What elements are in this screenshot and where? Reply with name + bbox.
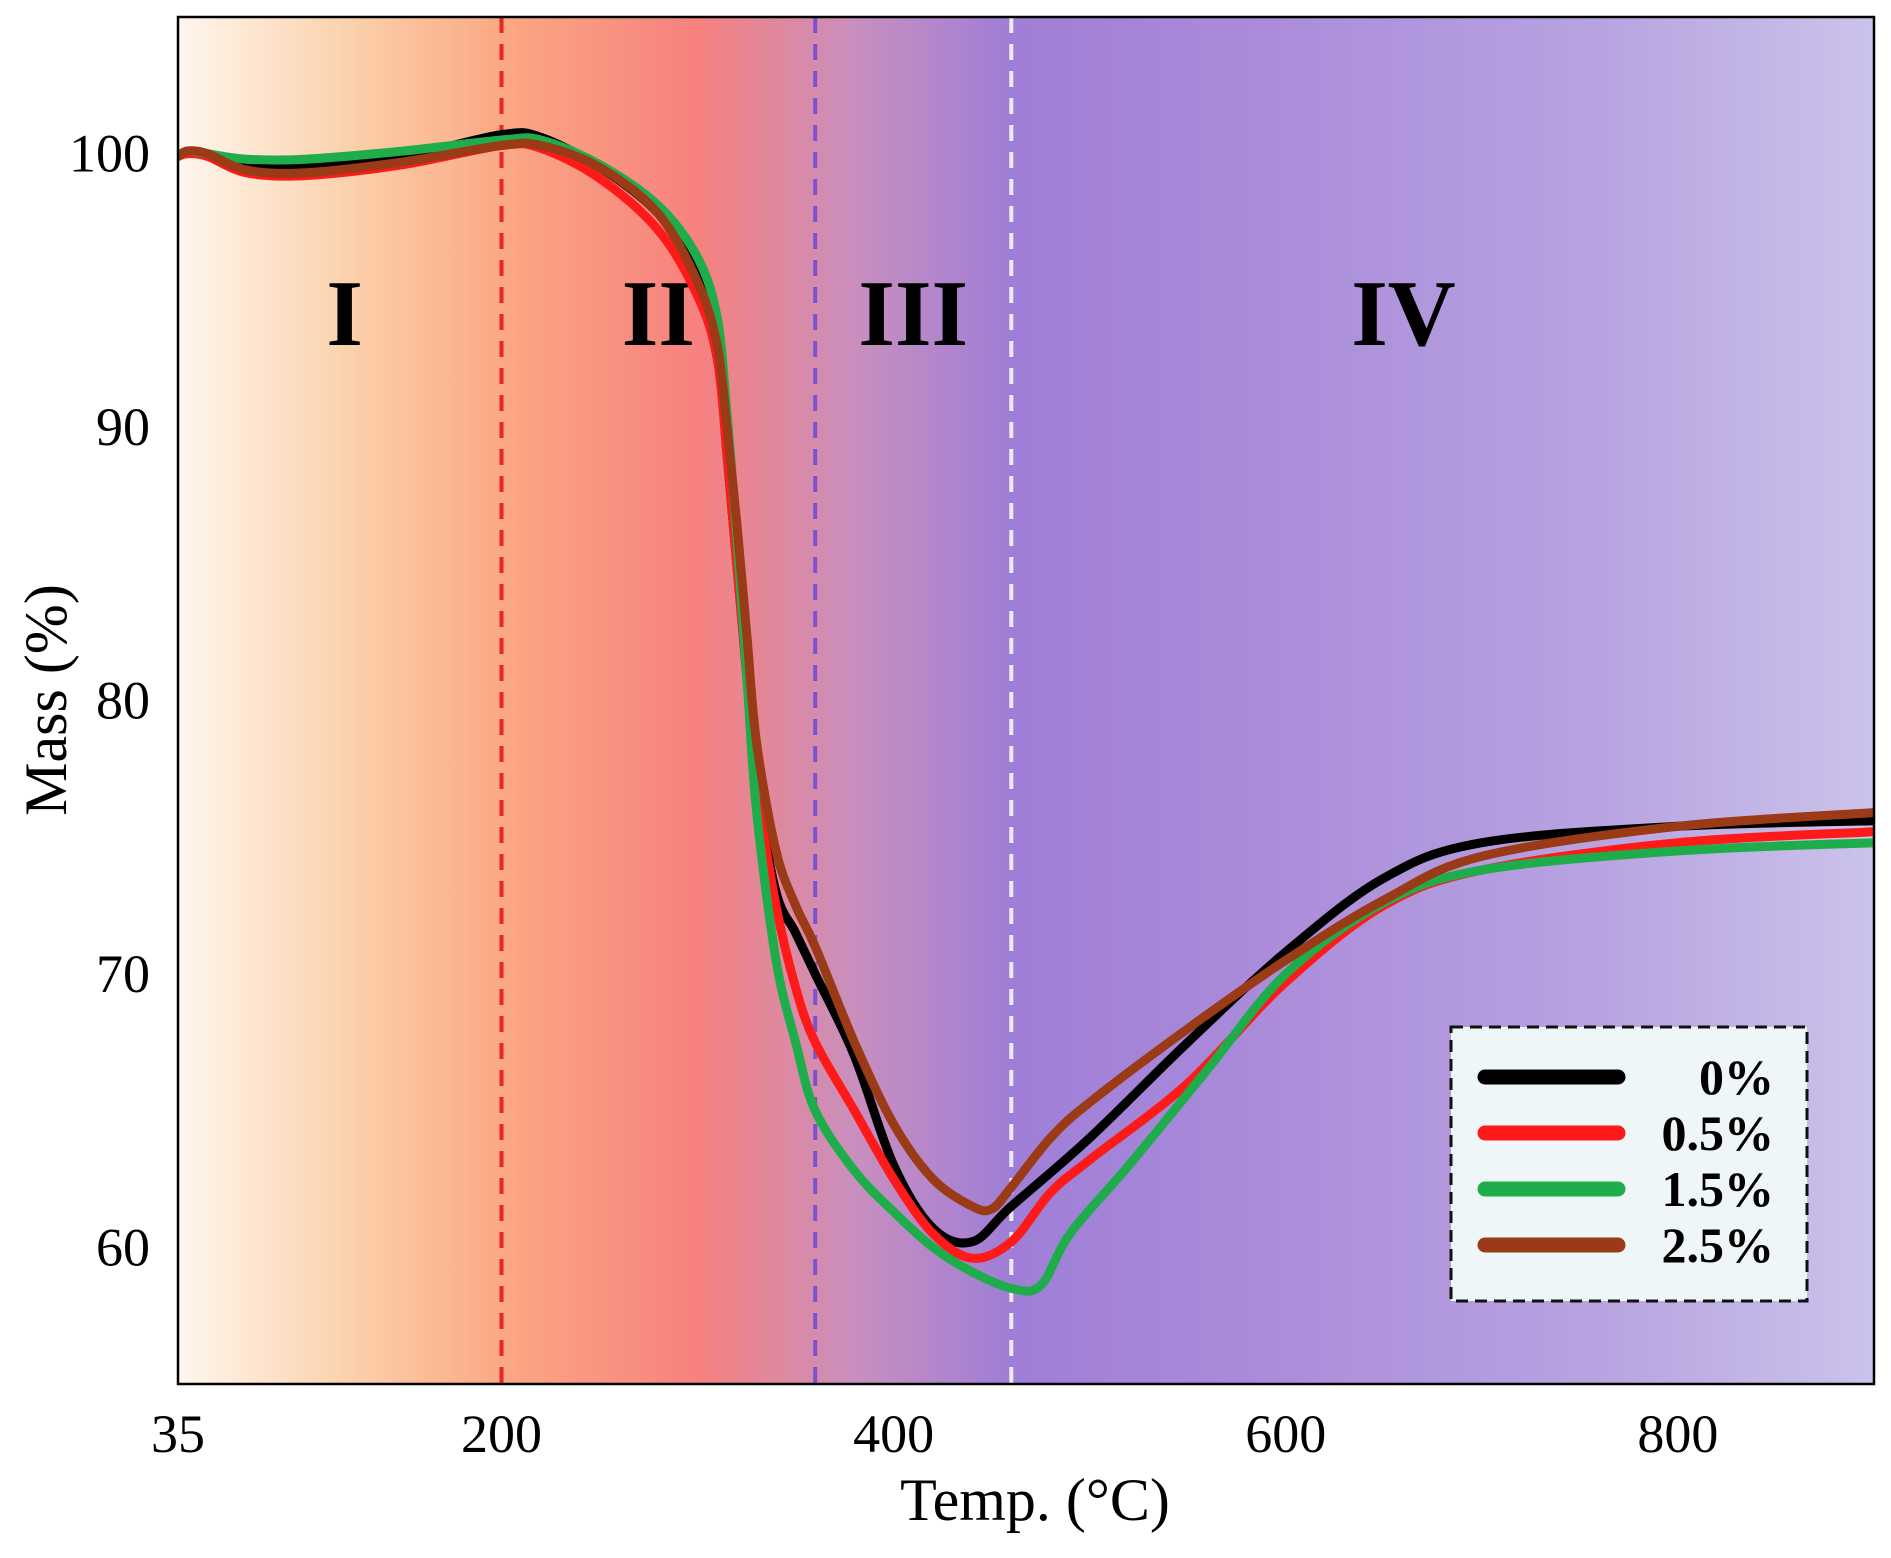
legend-label-0-5: 0.5% <box>1662 1105 1775 1161</box>
x-tick-labels: 35 200 400 600 800 <box>151 1404 1718 1464</box>
region-label-iv: IV <box>1351 262 1455 366</box>
series-lines <box>178 128 1874 1296</box>
x-tick-label-200: 200 <box>461 1404 542 1464</box>
region-labels: I II III IV <box>326 262 1455 366</box>
y-tick-label-90: 90 <box>96 397 150 457</box>
legend-label-1-5: 1.5% <box>1662 1161 1775 1217</box>
series-line-2-5 <box>178 138 1874 1216</box>
series-line-1-5 <box>178 133 1874 1296</box>
boundary-lines <box>499 17 1014 1384</box>
region-label-ii: II <box>622 262 695 366</box>
legend: 0%0.5%1.5%2.5% <box>1449 1025 1809 1303</box>
region-label-i: I <box>326 262 363 366</box>
y-tick-label-100: 100 <box>69 124 150 184</box>
x-axis-title: Temp. (°C) <box>900 1467 1170 1533</box>
y-tick-labels: 60 70 80 90 100 <box>69 124 150 1278</box>
y-tick-label-70: 70 <box>96 944 150 1004</box>
region-label-iii: III <box>858 262 968 366</box>
legend-label-2-5: 2.5% <box>1662 1217 1775 1273</box>
x-tick-label-800: 800 <box>1637 1404 1718 1464</box>
y-tick-label-80: 80 <box>96 671 150 731</box>
x-tick-label-600: 600 <box>1245 1404 1326 1464</box>
y-tick-label-60: 60 <box>96 1217 150 1277</box>
x-tick-label-400: 400 <box>853 1404 934 1464</box>
y-axis-title: Mass (%) <box>13 584 79 816</box>
x-tick-label-35: 35 <box>151 1404 205 1464</box>
plot-frame <box>176 15 1876 1386</box>
legend-label-0: 0% <box>1699 1049 1774 1105</box>
legend-items: 0%0.5%1.5%2.5% <box>1477 1049 1775 1273</box>
